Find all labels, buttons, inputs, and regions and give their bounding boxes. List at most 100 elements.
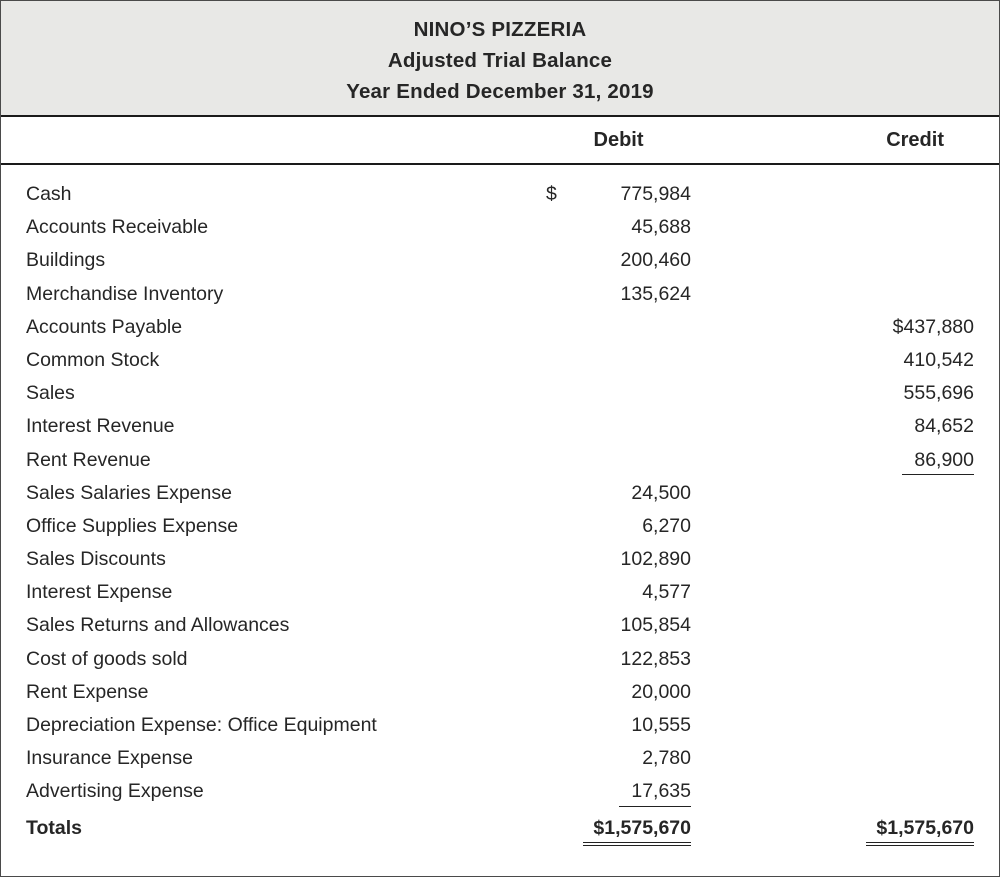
debit-cell: 135,624	[574, 278, 692, 311]
table-row: Insurance Expense 2,780	[1, 742, 999, 775]
debit-cell: 20,000	[574, 676, 691, 709]
table-row: Sales Returns and Allowances 105,854	[1, 609, 999, 642]
debit-cell	[574, 410, 691, 443]
credit-amount: 84,652	[914, 415, 974, 438]
debit-cell: 45,688	[574, 211, 691, 244]
debit-cell	[574, 377, 691, 410]
account-name: Cash	[26, 183, 72, 205]
table-row: Interest Revenue 84,652	[1, 410, 999, 443]
account-name: Advertising Expense	[26, 780, 204, 803]
account-name: Merchandise Inventory	[26, 282, 224, 305]
debit-amount: 20,000	[631, 680, 691, 703]
table-row: Sales Discounts 102,890	[1, 543, 999, 576]
table-row: Accounts Payable $437,880	[1, 311, 999, 344]
account-name: Insurance Expense	[26, 747, 193, 770]
account-name: Buildings	[26, 249, 106, 272]
account-name: Rent Expense	[26, 680, 149, 703]
account-name: Accounts Receivable	[26, 216, 209, 239]
debit-amount: 135,624	[620, 282, 692, 305]
credit-cell	[691, 178, 999, 211]
credit-cell	[691, 643, 999, 676]
table-row: Rent Revenue 86,900	[1, 444, 999, 477]
debit-amount: 2,780	[642, 747, 691, 770]
debit-cell: 6,270	[574, 510, 691, 543]
debit-cell: 4,577	[574, 576, 691, 609]
table-row: Advertising Expense 17,635	[1, 775, 999, 808]
debit-dollar-sign: $	[546, 183, 557, 205]
credit-cell: $437,880	[691, 311, 999, 344]
credit-cell	[691, 510, 999, 543]
debit-amount: 102,890	[620, 548, 692, 571]
account-name: Common Stock	[26, 348, 160, 371]
statement-period: Year Ended December 31, 2019	[346, 80, 654, 103]
credit-amount: $437,880	[892, 315, 974, 338]
debit-cell: 17,635	[574, 775, 691, 808]
account-name: Office Supplies Expense	[26, 514, 239, 537]
table-row: Depreciation Expense: Office Equipment 1…	[1, 709, 999, 742]
account-name: Depreciation Expense: Office Equipment	[26, 714, 377, 736]
debit-cell: 105,854	[574, 609, 692, 642]
table-row: Office Supplies Expense 6,270	[1, 510, 999, 543]
credit-cell	[691, 676, 999, 709]
table-row: Merchandise Inventory 135,624	[1, 278, 999, 311]
table-row: Buildings 200,460	[1, 244, 999, 277]
debit-amount: 24,500	[631, 481, 691, 504]
statement-title: Adjusted Trial Balance	[387, 49, 613, 72]
credit-cell: 84,652	[691, 410, 999, 443]
credit-amount: 86,900	[902, 449, 974, 475]
credit-cell	[691, 709, 999, 742]
debit-cell: 122,853	[574, 643, 692, 676]
table-row: Cash $ 775,984	[1, 178, 999, 211]
trial-balance-rows: Cash $ 775,984 Accounts Receivable 45,68…	[1, 165, 999, 809]
debit-cell: 102,890	[574, 543, 692, 576]
account-name: Sales	[26, 382, 75, 405]
debit-amount: 45,688	[631, 216, 691, 239]
credit-column-header: Credit	[886, 128, 944, 151]
account-name: Sales Returns and Allowances	[26, 614, 290, 637]
credit-cell: 86,900	[691, 444, 999, 477]
credit-cell	[691, 278, 999, 311]
credit-cell	[691, 609, 999, 642]
credit-cell	[691, 543, 999, 576]
account-name: Sales Salaries Expense	[26, 481, 232, 504]
table-row: Sales 555,696	[1, 377, 999, 410]
credit-cell	[691, 244, 999, 277]
account-name: Accounts Payable	[26, 315, 183, 338]
credit-cell: 555,696	[691, 377, 999, 410]
table-row: Rent Expense 20,000	[1, 676, 999, 709]
totals-row: Totals $1,575,670 $1,575,670	[1, 812, 999, 848]
debit-amount: 6,270	[642, 514, 691, 537]
totals-label: Totals	[26, 816, 82, 839]
company-name: NINO’S PIZZERIA	[413, 18, 587, 41]
debit-column-header: Debit	[593, 128, 644, 151]
account-name: Sales Discounts	[26, 548, 166, 571]
credit-cell	[691, 742, 999, 775]
debit-amount: 200,460	[620, 249, 692, 272]
debit-amount: 775,984	[620, 183, 692, 205]
credit-cell	[691, 211, 999, 244]
debit-cell	[574, 344, 691, 377]
account-name: Interest Expense	[26, 581, 173, 604]
credit-cell	[691, 775, 999, 808]
account-name: Cost of goods sold	[26, 647, 188, 670]
debit-amount: 10,555	[631, 714, 691, 736]
credit-cell: 410,542	[691, 344, 999, 377]
totals-credit-cell: $1,575,670	[691, 812, 999, 847]
debit-cell: 10,555	[574, 709, 691, 742]
credit-amount: 410,542	[903, 348, 975, 371]
account-name: Rent Revenue	[26, 448, 151, 471]
column-header-row: Debit Credit	[1, 117, 999, 165]
debit-amount: 17,635	[619, 780, 691, 807]
table-row: Sales Salaries Expense 24,500	[1, 477, 999, 510]
debit-cell: 775,984	[574, 178, 692, 211]
table-row: Interest Expense 4,577	[1, 576, 999, 609]
debit-cell: 200,460	[574, 244, 692, 277]
account-name: Interest Revenue	[26, 415, 175, 438]
credit-cell	[691, 576, 999, 609]
table-row: Common Stock 410,542	[1, 344, 999, 377]
debit-amount: 122,853	[620, 647, 692, 670]
debit-cell	[574, 444, 691, 477]
credit-amount: 555,696	[903, 382, 975, 405]
table-row: Cost of goods sold 122,853	[1, 643, 999, 676]
